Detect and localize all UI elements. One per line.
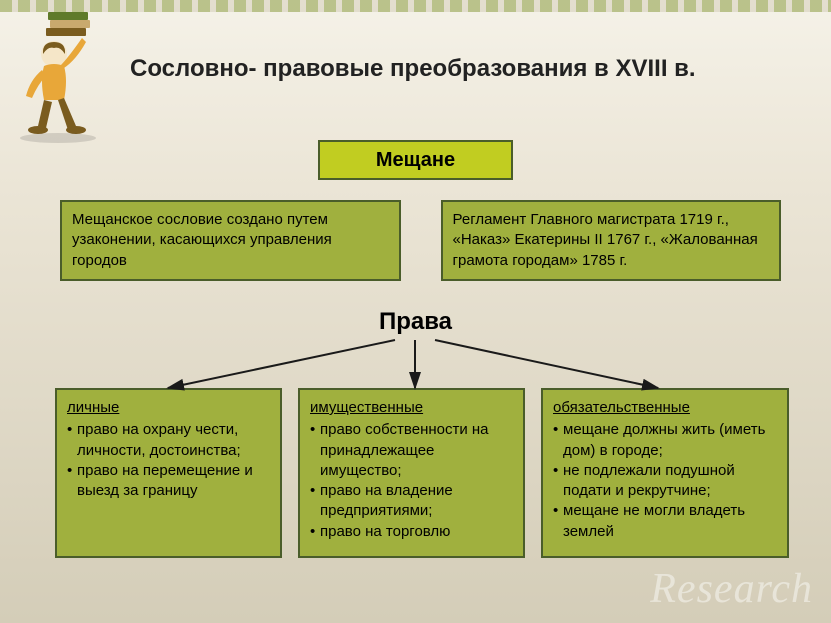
col-title: обязательственные — [553, 399, 690, 416]
arrow-connectors — [0, 338, 831, 393]
section-heading: Права — [0, 308, 831, 336]
list-item: право собственности на принадлежащее иму… — [310, 420, 513, 481]
top-row: Мещанское сословие создано путем узаконе… — [60, 200, 781, 281]
rights-col-property: имущественные право собственности на при… — [298, 388, 525, 558]
slide-title: Сословно- правовые преобразования в XVII… — [130, 55, 811, 83]
col-title: имущественные — [310, 399, 423, 416]
list-item: право на охрану чести, личности, достоин… — [67, 420, 270, 461]
col-title: личные — [67, 399, 119, 416]
list-item: право на перемещение и выезд за границу — [67, 461, 270, 502]
watermark-text: Research — [650, 565, 813, 613]
bottom-row: личные право на охрану чести, личности, … — [55, 388, 789, 558]
list-item: мещане не могли владеть землей — [553, 501, 777, 542]
top-left-box: Мещанское сословие создано путем узаконе… — [60, 200, 401, 281]
top-right-box: Регламент Главного магистрата 1719 г., «… — [441, 200, 782, 281]
list-item: право на владение предприятиями; — [310, 481, 513, 522]
rights-col-obligations: обязательственные мещане должны жить (им… — [541, 388, 789, 558]
list-item: не подлежали подушной подати и рекрутчин… — [553, 461, 777, 502]
top-decorative-stripe — [0, 0, 831, 12]
center-category-box: Мещане — [318, 140, 513, 180]
rights-col-personal: личные право на охрану чести, личности, … — [55, 388, 282, 558]
mascot-figure-icon — [10, 8, 115, 143]
list-item: мещане должны жить (иметь дом) в городе; — [553, 420, 777, 461]
list-item: право на торговлю — [310, 522, 513, 542]
